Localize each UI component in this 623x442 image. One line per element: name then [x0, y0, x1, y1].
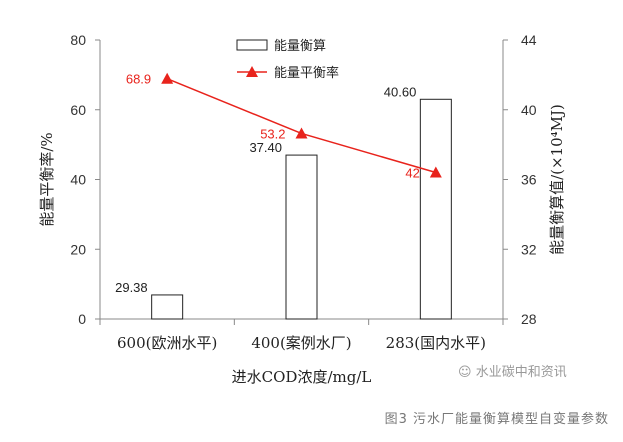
- line-data-label: 68.9: [126, 72, 151, 87]
- x-tick-label: 600(欧洲水平): [117, 334, 217, 352]
- line-data-label: 42: [405, 166, 419, 181]
- y-tick-label-left: 20: [70, 241, 86, 257]
- watermark: ☺ 水业碳中和资讯: [458, 365, 567, 380]
- y-axis-title-right: 能量衡算值/(×10⁴MJ): [548, 104, 566, 255]
- x-axis-title: 进水COD浓度/mg/L: [232, 368, 372, 386]
- bar-data-label: 29.38: [115, 280, 148, 295]
- y-tick-label-left: 0: [78, 311, 86, 327]
- line-marker: [161, 72, 174, 84]
- bar-data-label: 40.60: [384, 84, 417, 99]
- y-tick-label-right: 36: [521, 172, 537, 188]
- wechat-icon: ☺: [458, 365, 476, 380]
- x-tick-label: 283(国内水平): [386, 334, 486, 352]
- figure-caption: 图3 污水厂能量衡算模型自变量参数: [384, 412, 609, 427]
- y-axis-title-left: 能量平衡率/%: [38, 132, 56, 226]
- y-tick-label-right: 32: [521, 241, 537, 257]
- legend-line-marker: [246, 66, 258, 77]
- legend-line-label: 能量平衡率: [274, 65, 339, 80]
- bar-data-label: 37.40: [249, 140, 282, 155]
- x-tick-label: 400(案例水厂): [251, 334, 351, 352]
- line-marker: [295, 127, 308, 139]
- y-tick-label-right: 28: [521, 311, 537, 327]
- y-tick-label-right: 40: [521, 102, 537, 118]
- line-marker: [429, 166, 442, 178]
- bar: [419, 98, 452, 320]
- line-data-label: 53.2: [260, 126, 285, 141]
- legend-bar-swatch: [236, 39, 268, 51]
- bar: [151, 294, 184, 320]
- bar: [285, 154, 318, 320]
- y-tick-label-left: 40: [70, 172, 86, 188]
- y-tick-label-left: 60: [70, 102, 86, 118]
- y-tick-label-right: 44: [521, 32, 537, 48]
- legend-bar-label: 能量衡算: [274, 38, 326, 53]
- y-tick-label-left: 80: [70, 32, 86, 48]
